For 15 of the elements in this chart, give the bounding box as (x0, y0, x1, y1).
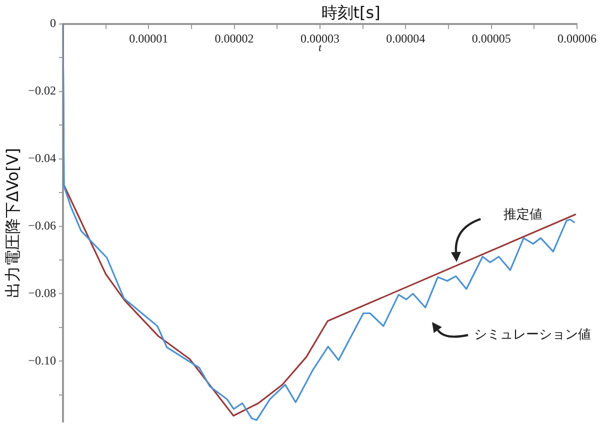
y-tick-label: −0.10 (28, 353, 56, 368)
x-tick-label: 0.00004 (386, 31, 426, 46)
y-tick-label: 0 (50, 16, 56, 30)
x-tick-label: 0.00006 (558, 31, 596, 46)
y-tick-label: −0.02 (28, 84, 56, 98)
x-tick-label: 0.00002 (214, 31, 254, 46)
y-tick-label: −0.08 (28, 286, 56, 300)
x-tick-label: 0.00001 (129, 31, 168, 46)
y-tick-label: −0.06 (28, 218, 56, 232)
x-tick-label: 0.00005 (472, 31, 511, 46)
annotation: 推定値 (504, 207, 542, 222)
y-tick-label: −0.04 (28, 151, 56, 166)
y-axis-title: 出力電圧降下ΔVo[V] (2, 148, 22, 298)
annotation: シミュレーション値 (474, 327, 591, 342)
x-axis-title: 時刻t[s] (321, 3, 380, 22)
